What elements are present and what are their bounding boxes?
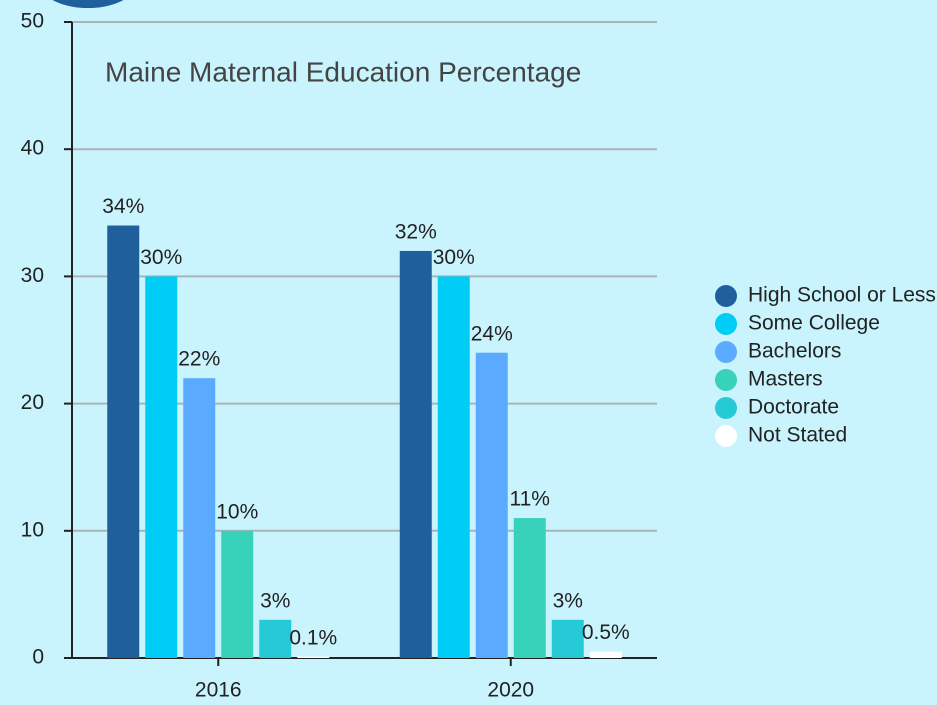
- chart-title: Maine Maternal Education Percentage: [105, 56, 581, 87]
- bar: [183, 378, 216, 658]
- bar: [107, 225, 140, 658]
- bar: [259, 619, 292, 658]
- legend-label: Not Stated: [748, 424, 847, 447]
- legend-swatch: [715, 313, 737, 335]
- legend-label: Bachelors: [748, 340, 841, 363]
- bar: [513, 518, 546, 658]
- legend-label: High School or Less: [748, 284, 936, 307]
- x-tick-label: 2020: [487, 679, 534, 702]
- legend-swatch: [715, 425, 737, 447]
- value-label: 24%: [471, 322, 513, 345]
- x-tick-label: 2016: [195, 679, 242, 702]
- bar: [589, 651, 622, 658]
- value-label: 34%: [102, 195, 144, 218]
- value-label: 30%: [140, 246, 182, 269]
- value-label: 30%: [433, 246, 475, 269]
- bar: [475, 352, 508, 658]
- y-tick-label: 10: [21, 518, 44, 541]
- legend-label: Doctorate: [748, 396, 839, 419]
- value-label: 11%: [510, 488, 550, 511]
- legend-swatch: [715, 285, 737, 307]
- bar: [145, 276, 178, 658]
- y-tick-label: 0: [32, 646, 44, 669]
- legend-swatch: [715, 341, 737, 363]
- value-label: 0.5%: [582, 621, 630, 644]
- bar: [221, 530, 254, 658]
- value-label: 32%: [395, 221, 437, 244]
- bar: [399, 250, 432, 658]
- value-label: 3%: [260, 589, 290, 612]
- bar: [437, 276, 470, 658]
- value-label: 22%: [178, 348, 220, 371]
- y-tick-label: 40: [21, 137, 44, 160]
- y-tick-label: 20: [21, 391, 44, 414]
- legend-swatch: [715, 369, 737, 391]
- legend-label: Some College: [748, 312, 880, 335]
- legend-swatch: [715, 397, 737, 419]
- value-label: 0.1%: [289, 626, 337, 649]
- value-label: 3%: [553, 589, 583, 612]
- bar: [551, 619, 584, 658]
- legend-label: Masters: [748, 368, 823, 391]
- bar: [297, 656, 330, 658]
- decoration: [52, 0, 124, 8]
- y-tick-label: 30: [21, 264, 44, 287]
- value-label: 10%: [216, 500, 258, 523]
- y-tick-label: 50: [21, 10, 44, 33]
